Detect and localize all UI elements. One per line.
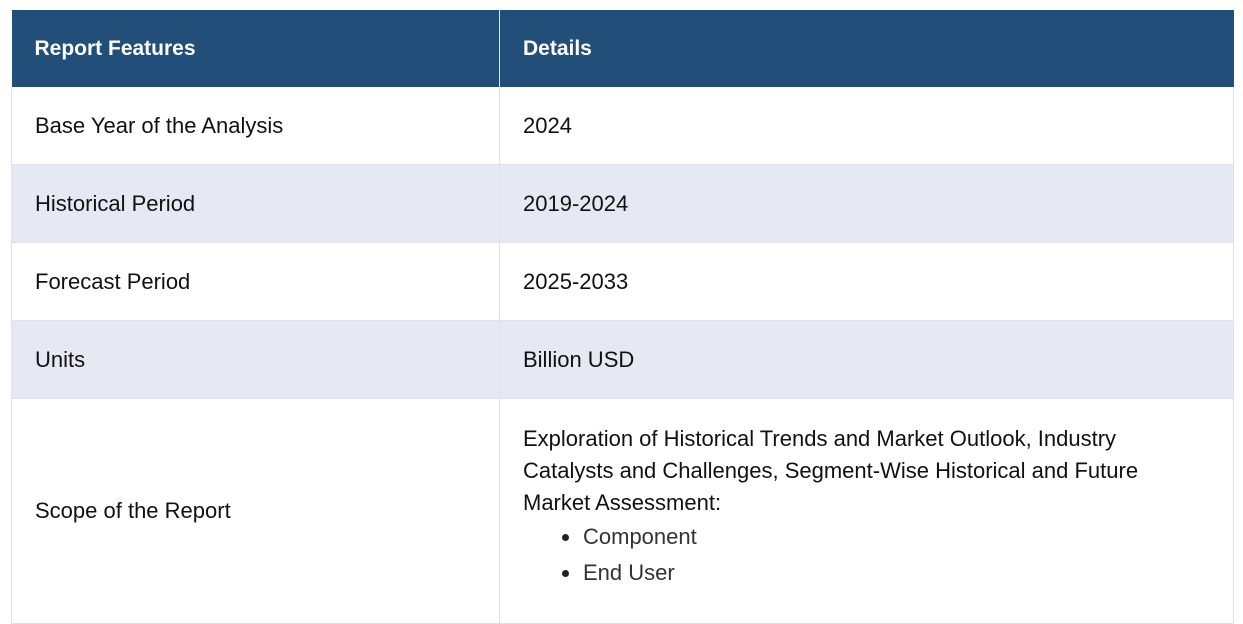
table-row: Historical Period 2019-2024 <box>11 164 1234 243</box>
list-item-label: End User <box>583 560 675 585</box>
feature-cell: Scope of the Report <box>11 398 500 624</box>
feature-cell: Base Year of the Analysis <box>11 87 500 165</box>
list-item-label: Component <box>583 524 697 549</box>
header-details: Details <box>499 10 1234 87</box>
report-features-table: Report Features Details Base Year of the… <box>11 10 1234 624</box>
table-row: Forecast Period 2025-2033 <box>11 242 1234 321</box>
detail-cell: 2025-2033 <box>499 242 1234 321</box>
table-row: Scope of the Report Exploration of Histo… <box>11 398 1234 624</box>
feature-cell: Forecast Period <box>11 242 500 321</box>
table-row: Base Year of the Analysis 2024 <box>11 87 1234 165</box>
feature-cell: Historical Period <box>11 164 500 243</box>
bullet-icon <box>562 570 569 577</box>
list-item: End User <box>562 555 1183 591</box>
detail-cell: Exploration of Historical Trends and Mar… <box>499 398 1234 624</box>
list-item: Component <box>562 519 1183 555</box>
scope-description: Exploration of Historical Trends and Mar… <box>523 426 1139 515</box>
header-report-features: Report Features <box>11 10 500 87</box>
bullet-icon <box>562 534 569 541</box>
detail-cell: 2019-2024 <box>499 164 1234 243</box>
feature-cell: Units <box>11 320 500 399</box>
detail-cell: 2024 <box>499 87 1234 165</box>
scope-list: Component End User <box>523 519 1183 591</box>
table-header-row: Report Features Details <box>11 10 1234 87</box>
table-row: Units Billion USD <box>11 320 1234 399</box>
detail-cell: Billion USD <box>499 320 1234 399</box>
